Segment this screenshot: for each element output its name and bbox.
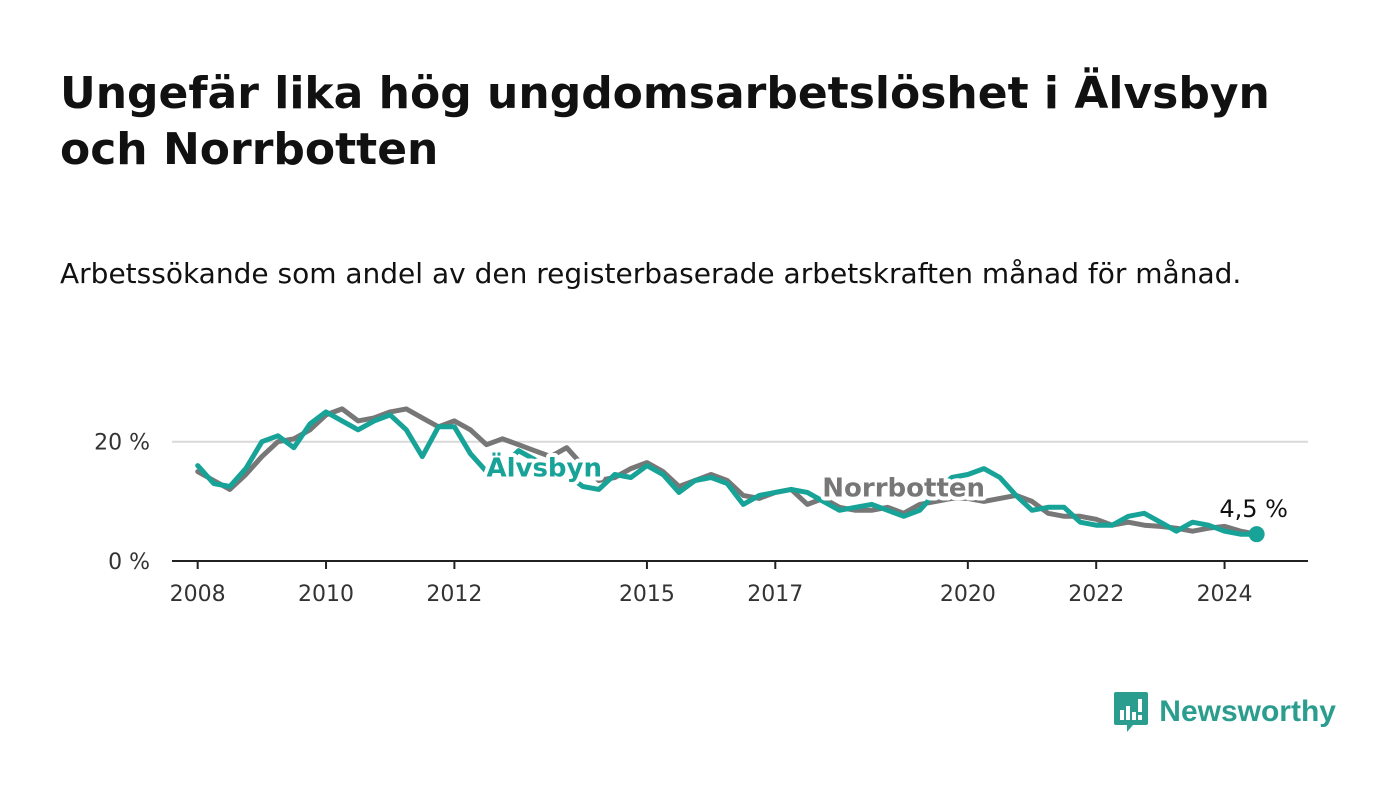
brand-name: Newsworthy — [1159, 695, 1336, 728]
x-tick-label: 2020 — [940, 582, 996, 607]
x-tick-label: 2012 — [426, 582, 482, 607]
x-tick-label: 2022 — [1068, 582, 1124, 607]
labels: 0 % 20 % 2008 2010 2012 2015 2017 2020 2022 2024 N… — [94, 431, 1291, 607]
newsworthy-bar-chart-icon — [1114, 692, 1149, 732]
x-axis — [172, 560, 1308, 569]
series-label-1: Älvsbyn — [486, 451, 602, 483]
y-tick-label: 0 % — [108, 550, 150, 575]
x-tick-label: 2010 — [298, 582, 354, 607]
x-tick-label: 2024 — [1197, 582, 1253, 607]
series-lines — [195, 406, 1265, 543]
x-tick-label: 2017 — [747, 582, 803, 607]
newsworthy-logo: Newsworthy — [1113, 690, 1336, 734]
end-value-label: 4,5 % — [1219, 495, 1288, 523]
y-tick-label: 20 % — [94, 431, 150, 456]
chart-title: Ungefär lika hög ungdomsarbetslöshet i Ä… — [60, 68, 1270, 175]
chart-subtitle: Arbetssökande som andel av den registerb… — [60, 257, 1242, 290]
x-tick-label: 2015 — [619, 582, 675, 607]
series-line-0 — [195, 406, 1260, 537]
series-line-1 — [195, 409, 1260, 537]
end-point-marker — [1248, 526, 1265, 543]
x-tick-label: 2008 — [170, 582, 226, 607]
series-label-0: Norrbotten — [822, 474, 985, 504]
